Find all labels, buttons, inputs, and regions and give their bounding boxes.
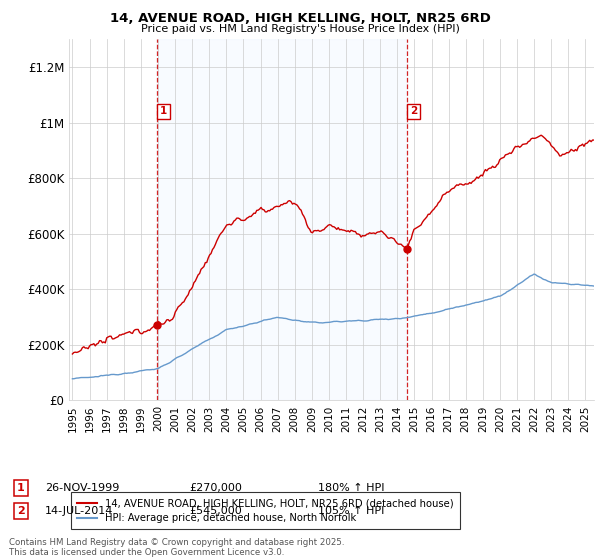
Text: 180% ↑ HPI: 180% ↑ HPI — [318, 483, 385, 493]
Text: 1: 1 — [160, 106, 167, 116]
Text: 26-NOV-1999: 26-NOV-1999 — [45, 483, 119, 493]
Text: 14-JUL-2014: 14-JUL-2014 — [45, 506, 113, 516]
Text: 105% ↑ HPI: 105% ↑ HPI — [318, 506, 385, 516]
Legend: 14, AVENUE ROAD, HIGH KELLING, HOLT, NR25 6RD (detached house), HPI: Average pri: 14, AVENUE ROAD, HIGH KELLING, HOLT, NR2… — [71, 492, 460, 529]
Text: 2: 2 — [17, 506, 25, 516]
Text: 14, AVENUE ROAD, HIGH KELLING, HOLT, NR25 6RD: 14, AVENUE ROAD, HIGH KELLING, HOLT, NR2… — [110, 12, 490, 25]
Text: 2: 2 — [410, 106, 417, 116]
Text: Contains HM Land Registry data © Crown copyright and database right 2025.
This d: Contains HM Land Registry data © Crown c… — [9, 538, 344, 557]
Text: £270,000: £270,000 — [189, 483, 242, 493]
Text: £545,000: £545,000 — [189, 506, 242, 516]
Text: 1: 1 — [17, 483, 25, 493]
Text: Price paid vs. HM Land Registry's House Price Index (HPI): Price paid vs. HM Land Registry's House … — [140, 24, 460, 34]
Bar — [157, 39, 407, 400]
